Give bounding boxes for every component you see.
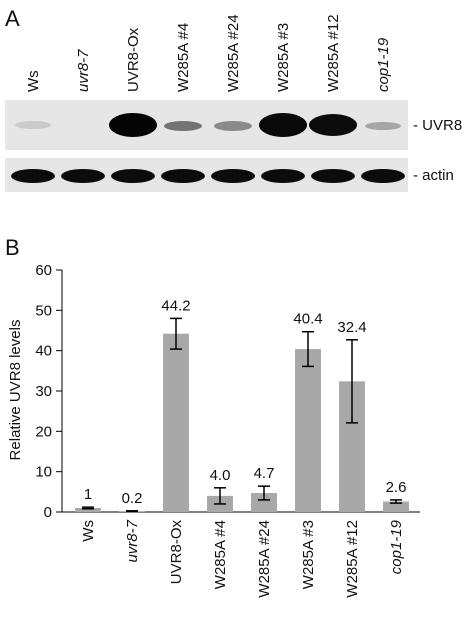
y-tick-label: 50 <box>35 302 52 319</box>
x-tick-label: Ws <box>80 520 97 542</box>
error-bar <box>390 499 402 504</box>
band <box>309 114 357 136</box>
band <box>311 169 355 183</box>
lane-label: cop1-19 <box>375 37 392 92</box>
lane-label: W285A #3 <box>275 23 292 92</box>
error-bar <box>214 487 226 505</box>
band <box>111 169 155 183</box>
band <box>259 113 307 137</box>
x-tick-label: UVR8-Ox <box>168 520 185 585</box>
value-label: 4.7 <box>254 465 275 482</box>
panel-label: B <box>5 235 20 260</box>
lane-label: UVR8-Ox <box>125 27 142 92</box>
band-label: - UVR8 <box>413 117 462 134</box>
lane-label: Ws <box>25 70 42 92</box>
x-tick-label: W285A #4 <box>212 520 229 589</box>
x-tick-label: cop1-19 <box>388 519 405 574</box>
value-label: 44.2 <box>161 297 190 314</box>
band <box>15 121 51 129</box>
value-label: 1 <box>84 486 92 503</box>
value-label: 40.4 <box>293 311 322 328</box>
y-tick-label: 60 <box>35 262 52 279</box>
band <box>109 113 157 137</box>
bar <box>163 333 189 512</box>
x-tick-label: W285A #3 <box>300 520 317 589</box>
band <box>161 169 205 183</box>
blot-actin <box>5 158 408 192</box>
y-tick-label: 30 <box>35 383 52 400</box>
band <box>61 169 105 183</box>
value-label: 2.6 <box>386 479 407 496</box>
value-label: 32.4 <box>337 319 366 336</box>
bar <box>383 501 409 512</box>
band <box>361 169 405 183</box>
error-bar <box>258 485 270 501</box>
band <box>164 121 202 131</box>
bar <box>295 349 321 512</box>
y-tick-label: 0 <box>44 504 52 521</box>
band <box>214 121 252 131</box>
panel-label: A <box>5 6 20 31</box>
lane-label: W285A #12 <box>325 14 342 92</box>
band <box>211 169 255 183</box>
x-tick-label: W285A #24 <box>256 520 273 598</box>
blot-uvr8 <box>5 100 408 150</box>
value-label: 4.0 <box>210 467 231 484</box>
error-bar <box>82 506 94 510</box>
y-axis-title: Relative UVR8 levels <box>7 320 24 461</box>
error-bar <box>346 339 358 424</box>
value-label: 0.2 <box>122 490 143 507</box>
band <box>365 122 401 130</box>
lane-label: uvr8-7 <box>75 49 92 92</box>
lane-label: W285A #24 <box>225 14 242 92</box>
y-tick-label: 40 <box>35 343 52 360</box>
y-tick-label: 20 <box>35 423 52 440</box>
bar <box>251 493 277 512</box>
error-bar <box>170 317 182 350</box>
band <box>11 169 55 183</box>
x-tick-label: uvr8-7 <box>124 519 141 562</box>
band <box>261 169 305 183</box>
x-tick-label: W285A #12 <box>344 520 361 598</box>
band-label: - actin <box>413 167 454 184</box>
lane-label: W285A #4 <box>175 23 192 92</box>
error-bar <box>126 510 138 513</box>
error-bar <box>302 330 314 368</box>
y-tick-label: 10 <box>35 464 52 481</box>
bar <box>75 507 101 512</box>
